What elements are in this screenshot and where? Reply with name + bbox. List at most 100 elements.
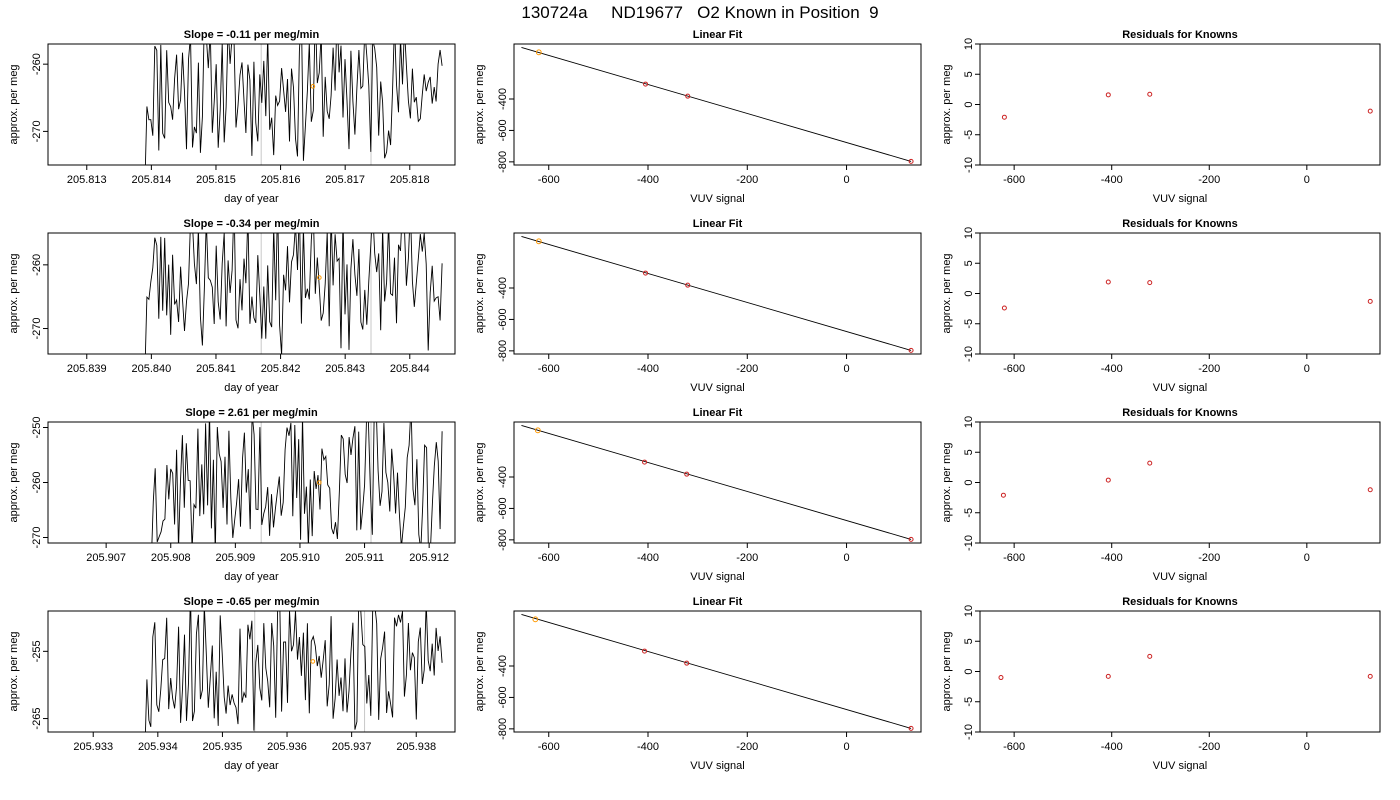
row2-residuals-y-axis-label: approx. per meg xyxy=(941,253,953,333)
row2-residuals-x-tick-label-4: 0 xyxy=(1304,363,1310,375)
row1-residuals-panel: Residuals for Knowns -600 -400 -200 0 10 5 0 -5 -… xyxy=(933,24,1399,214)
row2-fit-plot-frame xyxy=(513,232,922,355)
row1-trace-x-tick-label-1: 205.813 xyxy=(67,174,107,186)
row1-trace-chart: Slope = -0.11 per meg/min 205.813 205.814 2… xyxy=(8,29,456,205)
row3-trace-x-tick-label-6: 205.912 xyxy=(409,552,449,564)
row2-trace-plot-frame xyxy=(47,232,456,355)
row2-residuals-panel: Residuals for Knowns -600 -400 -200 0 10 5 0 -5 -… xyxy=(933,213,1399,403)
row4-residuals-panel: Residuals for Knowns -600 -400 -200 0 10 5 0 -5 -… xyxy=(933,591,1399,781)
row3-residuals-y-tick-label-1: 10 xyxy=(963,416,975,428)
row1-fit-title: Linear Fit xyxy=(693,29,743,41)
row4-residuals-x-tick-label-1: -600 xyxy=(1003,741,1025,753)
row3-fit-y-tick-label-2: -600 xyxy=(497,497,509,519)
row4-residuals-point-1 xyxy=(998,675,1004,681)
row3-residuals-y-tick-label-3: 0 xyxy=(963,479,975,485)
row1-trace-plot-frame xyxy=(47,43,456,166)
row3-residuals-y-tick-label-2: 5 xyxy=(963,449,975,455)
row2-residuals-y-tick-label-2: 5 xyxy=(963,260,975,266)
row2-fit-y-tick-label-2: -600 xyxy=(497,308,509,330)
row2-residuals-x-axis-label: VUV signal xyxy=(1153,382,1207,394)
row3-fit-point-2 xyxy=(642,459,648,465)
row4-fit-point-2 xyxy=(642,648,648,654)
row3-residuals-y-tick-label-5: -10 xyxy=(963,535,975,551)
row4-residuals-y-axis-label: approx. per meg xyxy=(941,631,953,711)
row4-trace-x-tick-label-3: 205.935 xyxy=(203,741,243,753)
row2-trace-x-tick-label-3: 205.841 xyxy=(196,363,236,375)
row4-trace-x-tick-label-1: 205.933 xyxy=(73,741,113,753)
row1-fit-x-tick-label-4: 0 xyxy=(843,174,849,186)
row3-residuals-panel: Residuals for Knowns -600 -400 -200 0 10 5 0 -5 -… xyxy=(933,402,1399,592)
row3-residuals-point-3 xyxy=(1147,460,1153,466)
row4-residuals-chart: Residuals for Knowns -600 -400 -200 0 10 5 0 -5 -… xyxy=(941,596,1381,772)
row1-trace-y-axis-label: approx. per meg xyxy=(8,64,20,144)
row4-trace-y-axis-label: approx. per meg xyxy=(8,631,20,711)
row2-trace-y-axis-label: approx. per meg xyxy=(8,253,20,333)
row4-residuals-point-2 xyxy=(1105,673,1111,679)
row1-residuals-chart: Residuals for Knowns -600 -400 -200 0 10 5 0 -5 -… xyxy=(941,29,1381,205)
row3-residuals-point-1 xyxy=(1000,492,1006,498)
row4-residuals-x-tick-label-2: -400 xyxy=(1101,741,1123,753)
row3-trace-x-tick-label-5: 205.911 xyxy=(345,552,384,564)
row1-trace-y-tick-label-2: -270 xyxy=(31,120,43,142)
row1-residuals-title: Residuals for Knowns xyxy=(1122,29,1238,41)
row4-fit-y-tick-label-1: -400 xyxy=(497,655,509,677)
row3-fit-plot-frame xyxy=(513,421,922,544)
row4-residuals-point-4 xyxy=(1367,673,1373,679)
row1-fit-x-tick-label-2: -400 xyxy=(637,174,659,186)
row3-residuals-point-2 xyxy=(1105,477,1111,483)
row4-fit-y-axis-label: approx. per meg xyxy=(474,631,486,711)
row1-trace-x-tick-label-4: 205.816 xyxy=(261,174,301,186)
row3-trace-x-tick-label-2: 205.908 xyxy=(151,552,191,564)
row2-residuals-plot-frame xyxy=(979,232,1381,355)
row1-residuals-y-axis-label: approx. per meg xyxy=(941,64,953,144)
row3-trace-y-tick-label-1: -250 xyxy=(31,416,43,438)
row2-residuals-title: Residuals for Knowns xyxy=(1122,218,1238,230)
row1-trace-series-line xyxy=(144,44,443,165)
row2-residuals-point-1 xyxy=(1001,305,1007,311)
row3-residuals-plot-frame xyxy=(979,421,1381,544)
row4-residuals-y-tick-label-2: 5 xyxy=(963,638,975,644)
row1-fit-x-axis-label: VUV signal xyxy=(690,193,744,205)
row2-fit-y-axis-label: approx. per meg xyxy=(474,253,486,333)
row4-residuals-y-tick-label-4: -5 xyxy=(963,697,975,707)
row3-fit-point-3 xyxy=(684,471,690,477)
row1-trace-panel: Slope = -0.11 per meg/min 205.813 205.814 2… xyxy=(0,24,466,214)
row2-fit-y-tick-label-3: -800 xyxy=(497,340,509,362)
row4-trace-series-line xyxy=(145,611,443,732)
row3-residuals-x-axis-label: VUV signal xyxy=(1153,571,1207,583)
row1-fit-y-tick-label-1: -400 xyxy=(497,88,509,110)
row3-fit-regression-line xyxy=(521,425,912,540)
row1-residuals-y-tick-label-2: 5 xyxy=(963,71,975,77)
row3-fit-chart: Linear Fit -600 -400 -200 0 -400 -600 -800 VUV s… xyxy=(474,407,922,583)
row3-trace-y-tick-label-2: -260 xyxy=(31,471,43,493)
row1-residuals-y-tick-label-4: -5 xyxy=(963,130,975,140)
row1-trace-x-tick-label-5: 205.817 xyxy=(325,174,365,186)
row4-residuals-plot-frame xyxy=(979,610,1381,733)
row3-trace-x-tick-label-3: 205.909 xyxy=(215,552,255,564)
row2-fit-x-tick-label-1: -600 xyxy=(538,363,560,375)
row2-residuals-y-tick-label-5: -10 xyxy=(963,346,975,362)
row1-trace-x-tick-label-3: 205.815 xyxy=(196,174,236,186)
row1-residuals-x-tick-label-4: 0 xyxy=(1304,174,1310,186)
row1-residuals-y-tick-label-5: -10 xyxy=(963,157,975,173)
row2-trace-x-axis-label: day of year xyxy=(224,382,279,394)
row2-trace-y-tick-label-2: -270 xyxy=(31,318,43,340)
row2-fit-x-tick-label-2: -400 xyxy=(637,363,659,375)
figure-title: 130724a ND19677 O2 Known in Position 9 xyxy=(521,3,879,22)
row4-trace-chart: Slope = -0.65 per meg/min 205.933 205.934 2… xyxy=(8,596,456,772)
row2-fit-title: Linear Fit xyxy=(693,218,743,230)
row1-fit-chart: Linear Fit -600 -400 -200 0 -400 -600 -800 VUV s… xyxy=(474,29,922,205)
row2-trace-chart: Slope = -0.34 per meg/min 205.839 205.840 2… xyxy=(8,218,456,394)
row4-fit-point-1 xyxy=(532,616,539,623)
row1-fit-regression-line xyxy=(521,47,912,162)
row1-fit-y-axis-label: approx. per meg xyxy=(474,64,486,144)
row1-fit-panel: Linear Fit -600 -400 -200 0 -400 -600 -800 VUV s… xyxy=(466,24,932,214)
row4-trace-y-tick-label-1: -255 xyxy=(31,640,43,662)
row2-trace-x-tick-label-6: 205.844 xyxy=(390,363,430,375)
row2-trace-x-tick-label-2: 205.840 xyxy=(131,363,171,375)
row3-trace-series-line xyxy=(151,422,443,543)
row1-trace-x-axis-label: day of year xyxy=(224,193,279,205)
row4-fit-x-tick-label-4: 0 xyxy=(843,741,849,753)
row4-fit-plot-frame xyxy=(513,610,922,733)
row4-trace-x-axis-label: day of year xyxy=(224,760,279,772)
